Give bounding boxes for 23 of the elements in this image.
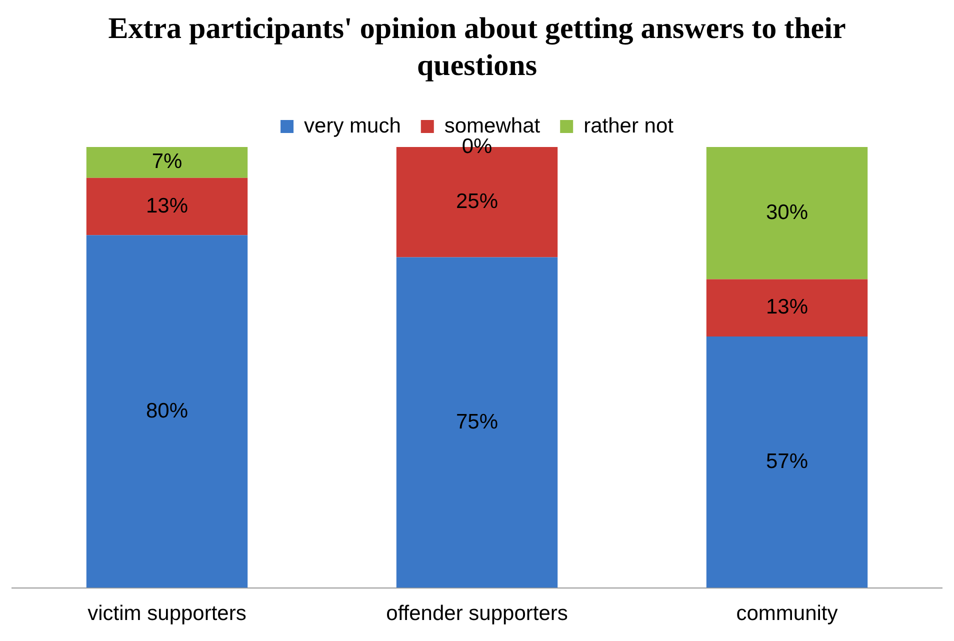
data-label: 25% [456,190,498,213]
bar [706,279,868,337]
data-label: 13% [146,194,188,218]
data-label: 13% [766,296,808,319]
data-label: 7% [152,150,182,174]
x-tick-label: community [736,602,838,626]
bar [706,336,868,588]
legend-label: very much [304,114,401,138]
data-label: 57% [766,450,808,473]
bar [86,147,248,178]
data-label: 30% [766,200,808,224]
chart-title: Extra participants' opinion about getting answers to their questions [107,11,847,84]
bar [396,257,558,588]
data-label: 80% [146,399,188,422]
legend-label: somewhat [444,114,540,138]
x-tick-label: victim supporters [88,602,246,626]
legend-label: rather not [584,114,674,138]
x-tick-label: offender supporters [386,602,568,626]
bar [86,235,248,588]
data-label: 0% [462,134,492,158]
bar [86,178,248,236]
bar [706,147,868,280]
data-label: 75% [456,410,498,434]
